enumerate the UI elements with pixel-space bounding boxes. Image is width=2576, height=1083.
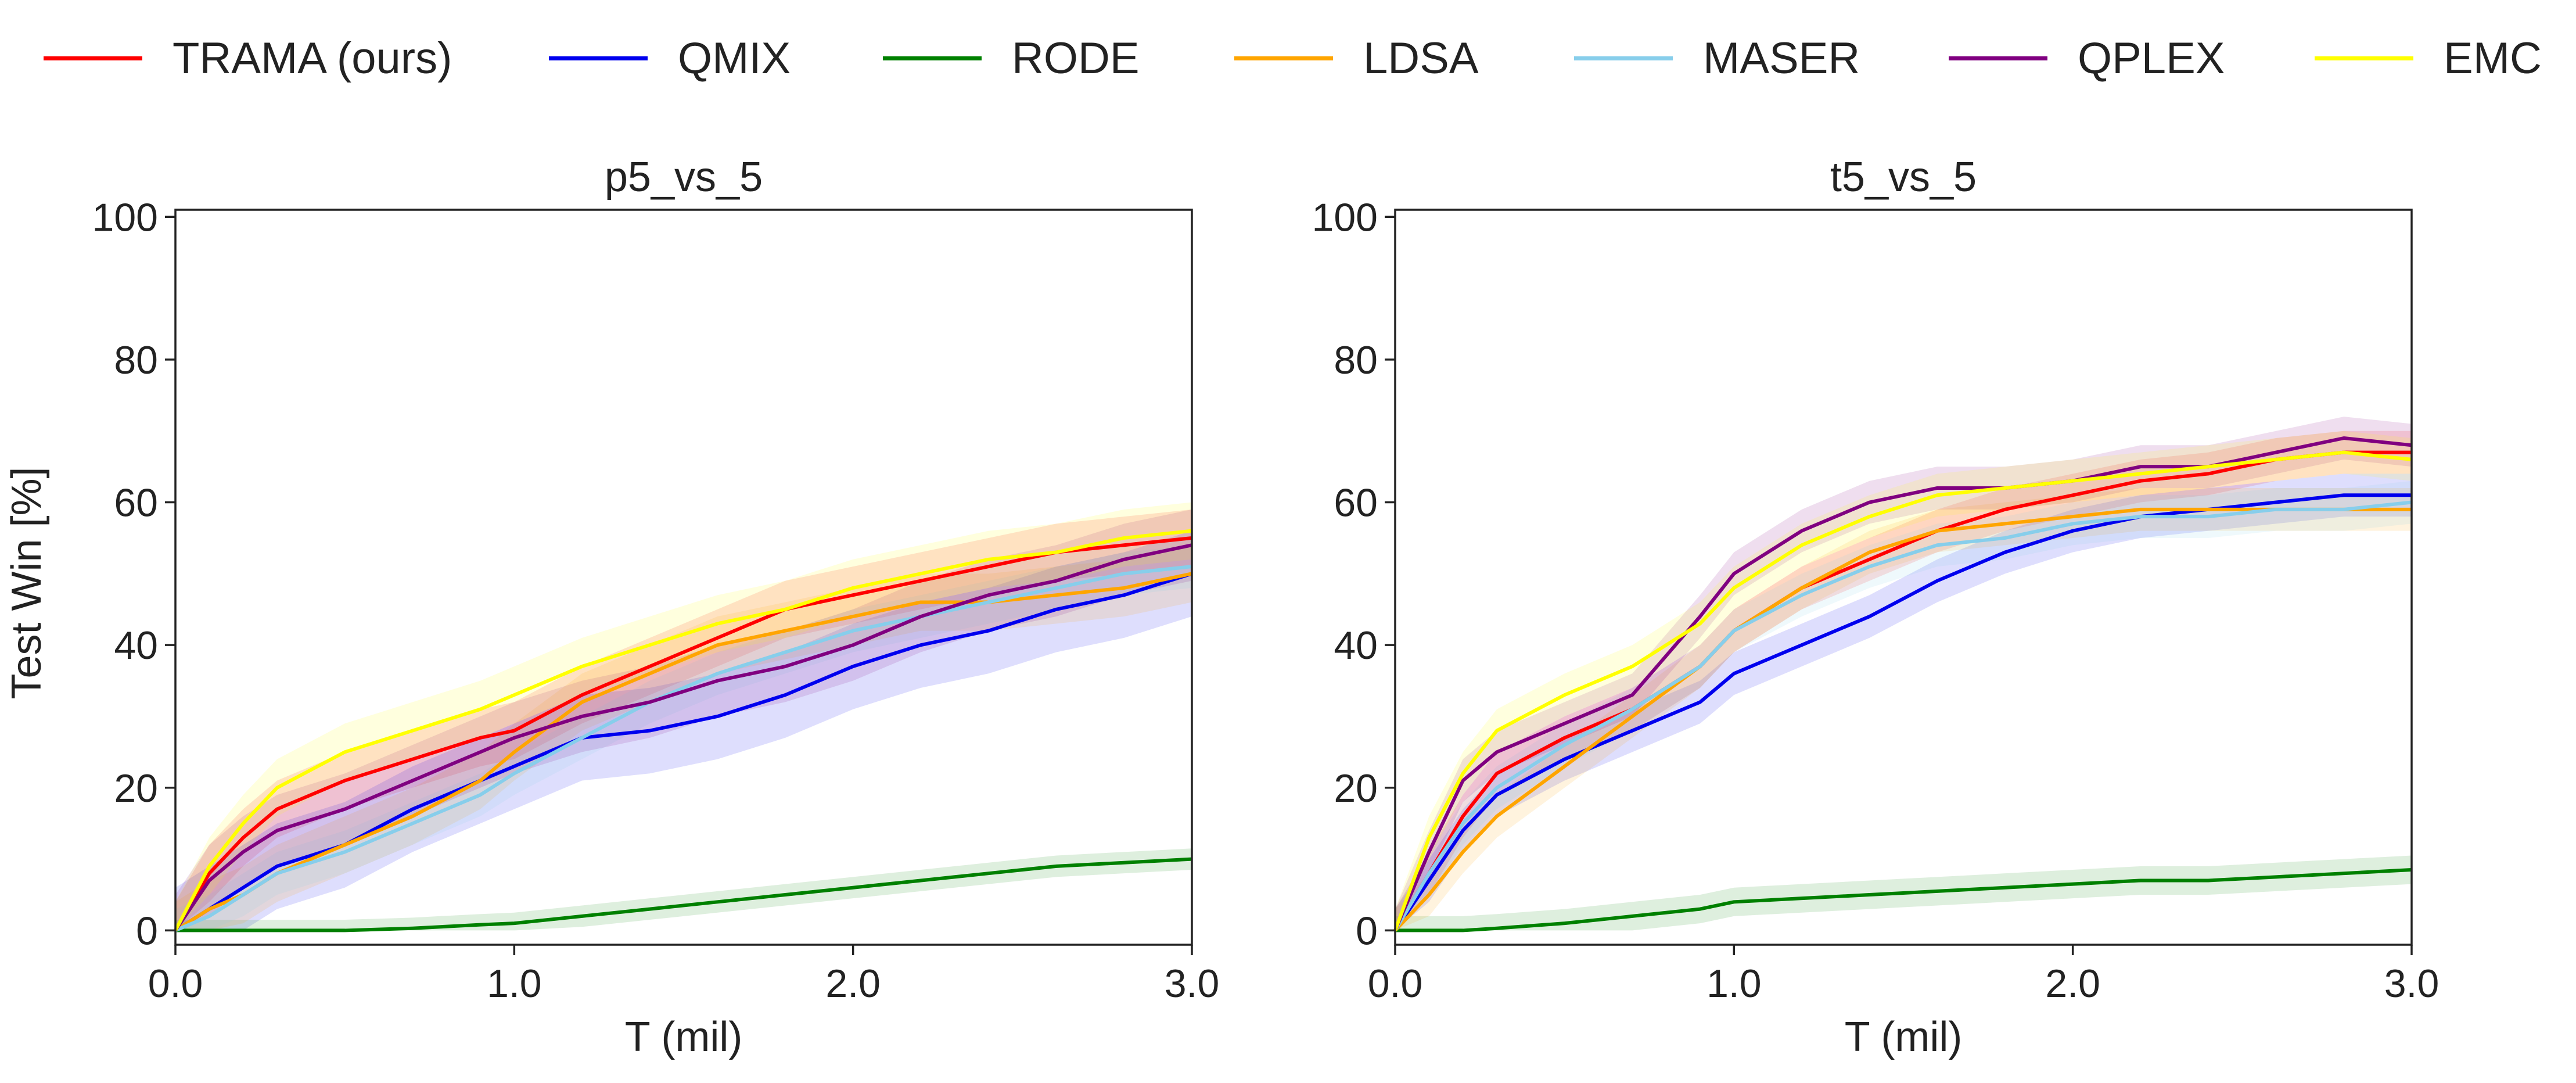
legend-label-ldsa: LDSA — [1363, 33, 1479, 83]
x-tick-label: 3.0 — [2384, 962, 2440, 1006]
x-tick-label: 0.0 — [1368, 962, 1423, 1006]
chart-panel-1: p5_vs_5 0 20 40 60 80 100 0.0 1.0 2.0 3.0 T (mil) Te… — [3, 154, 1219, 1060]
legend-label-maser: MASER — [1703, 33, 1860, 83]
y-tick-label: 100 — [1312, 195, 1378, 239]
series-band-trama-ours- — [175, 509, 1192, 931]
chart-title: t5_vs_5 — [1830, 154, 1977, 200]
legend-entry-ldsa: LDSA — [1234, 23, 1479, 93]
plot-frame — [174, 209, 1193, 946]
y-tick-label: 40 — [1334, 623, 1378, 668]
series-line-maser — [174, 565, 1192, 933]
chart-panel-2: t5_vs_5 0 20 40 60 80 100 0.0 1.0 2.0 3.0 T (mil) — [1312, 154, 2440, 1060]
x-tick-label: 3.0 — [1165, 962, 1220, 1006]
legend-swatch-maser — [1574, 56, 1673, 60]
series-line-emc — [1393, 450, 2412, 931]
legend-swatch-qmix — [549, 56, 648, 60]
legend-label-trama: TRAMA (ours) — [173, 33, 452, 83]
y-tick-label: 60 — [1334, 481, 1378, 525]
series-band-qplex — [175, 509, 1192, 931]
y-tick-label: 0 — [1356, 909, 1378, 953]
legend-swatch-qplex — [1949, 56, 2047, 60]
x-tick-label: 0.0 — [148, 962, 203, 1006]
x-axis-label: T (mil) — [625, 1014, 743, 1060]
y-axis-label: Test Win [%] — [3, 467, 50, 699]
x-tick-label: 1.0 — [1706, 962, 1762, 1006]
legend-label-emc: EMC — [2444, 33, 2542, 83]
legend-swatch-ldsa — [1234, 56, 1333, 60]
y-tick-label: 80 — [114, 338, 158, 382]
y-tick-label: 0 — [136, 909, 158, 953]
series-band-maser — [175, 545, 1192, 931]
series-line-qplex — [174, 543, 1192, 932]
series-line-emc — [174, 529, 1192, 931]
legend-label-qmix: QMIX — [678, 33, 791, 83]
series-band-ldsa — [175, 545, 1192, 931]
series-band-qmix — [175, 530, 1192, 931]
legend-entry-qmix: QMIX — [549, 23, 791, 93]
y-tick-label: 40 — [114, 623, 158, 668]
x-tick-label: 2.0 — [825, 962, 881, 1006]
y-tick-label: 60 — [114, 481, 158, 525]
series-line-maser — [1393, 500, 2412, 931]
legend-swatch-rode — [883, 56, 982, 60]
y-tick-label: 80 — [1334, 338, 1378, 382]
legend-entry-trama: TRAMA (ours) — [44, 23, 452, 93]
series-band-maser — [1395, 480, 2412, 931]
y-tick-label: 20 — [1334, 766, 1378, 811]
legend-entry-qplex: QPLEX — [1949, 23, 2225, 93]
series-band-qmix — [1395, 474, 2412, 931]
legend-swatch-trama — [44, 56, 142, 60]
y-tick-label: 100 — [92, 195, 158, 239]
legend-entry-rode: RODE — [883, 23, 1140, 93]
legend-label-rode: RODE — [1012, 33, 1140, 83]
plot-frame — [1394, 209, 2413, 946]
legend-label-qplex: QPLEX — [2078, 33, 2225, 83]
chart-title: p5_vs_5 — [605, 154, 763, 200]
series-line-rode — [175, 857, 1192, 933]
series-line-rode — [1395, 868, 2412, 933]
legend-entry-emc: EMC — [2315, 23, 2542, 93]
series-line-trama-ours- — [1393, 450, 2412, 931]
legend-entry-maser: MASER — [1574, 23, 1860, 93]
series-line-ldsa — [1393, 507, 2412, 932]
series-band-rode — [175, 848, 1192, 931]
legend-swatch-emc — [2315, 56, 2413, 60]
x-tick-label: 2.0 — [2045, 962, 2100, 1006]
legend: TRAMA (ours) QMIX RODE LDSA MASER QPLEX … — [0, 23, 2576, 93]
series-band-trama-ours- — [1395, 431, 2412, 931]
y-tick-label: 20 — [114, 766, 158, 811]
x-tick-label: 1.0 — [487, 962, 542, 1006]
series-line-trama-ours- — [174, 536, 1192, 931]
series-line-qmix — [174, 572, 1192, 932]
x-axis-label: T (mil) — [1845, 1014, 1963, 1060]
